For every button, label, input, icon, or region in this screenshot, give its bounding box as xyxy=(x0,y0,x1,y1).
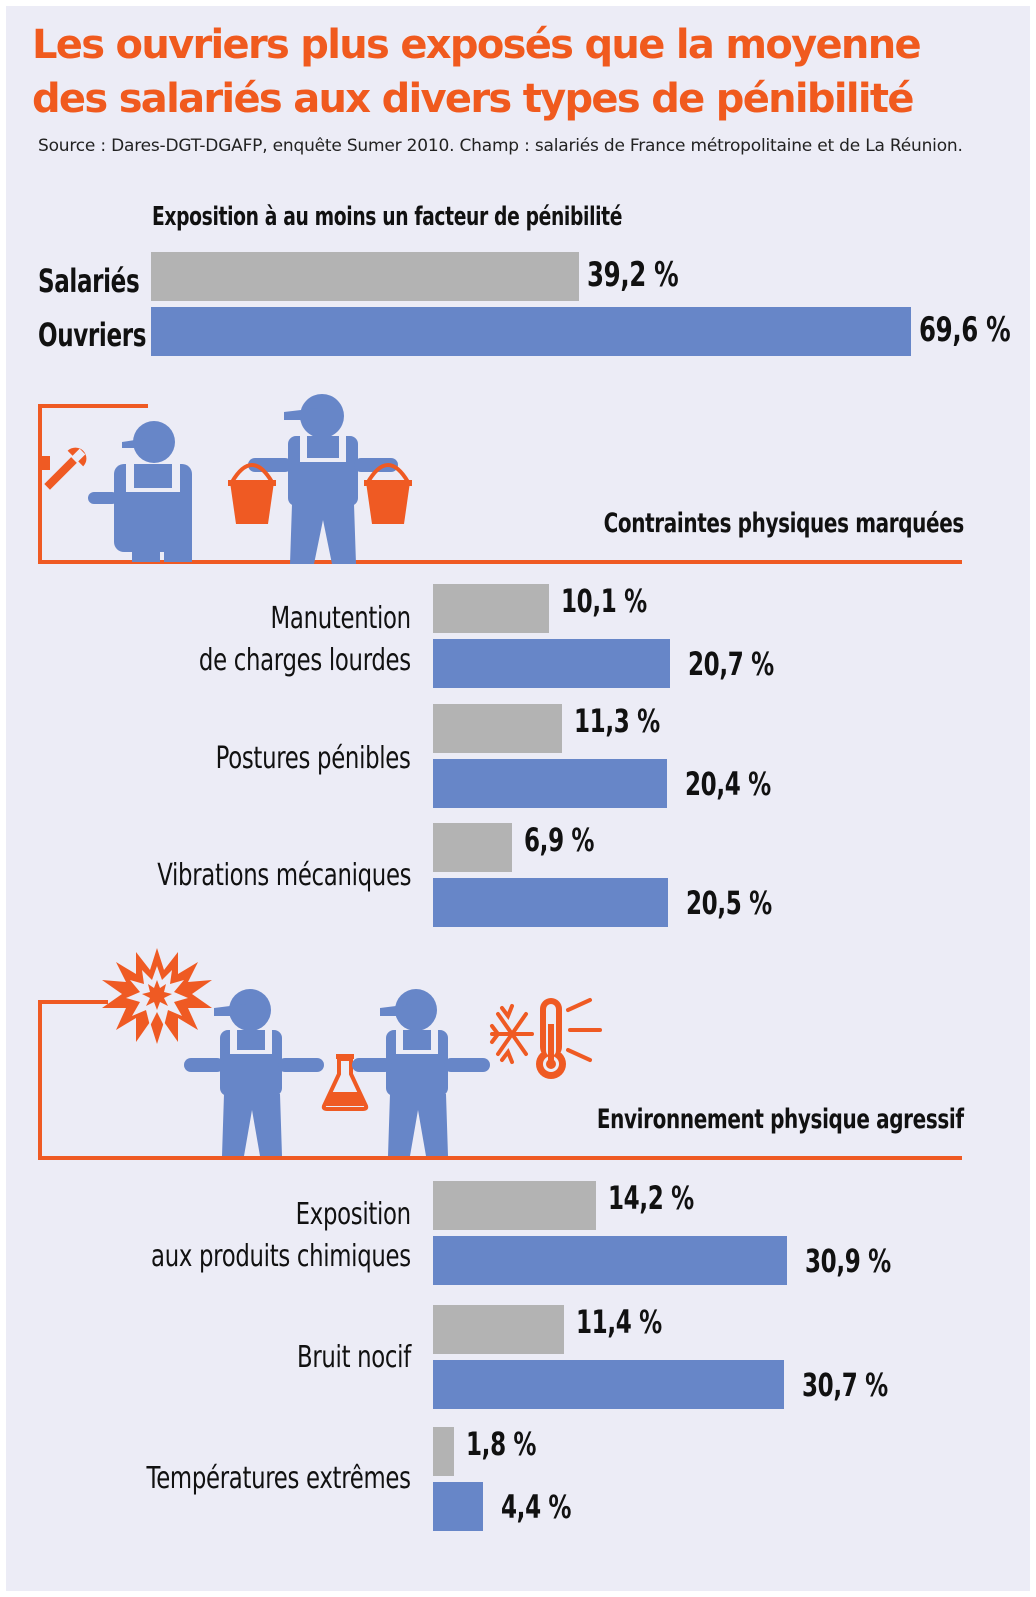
bar-salaries-produits-chimiques xyxy=(433,1181,596,1230)
category-label-postures-line-1: Postures pénibles xyxy=(215,741,411,776)
category-label-bruit-nocif-line-1: Bruit nocif xyxy=(297,1340,411,1375)
cold-heat-thermometer-icon xyxy=(490,998,602,1079)
category-label-salaries: Salariés xyxy=(38,262,140,300)
title-line-1: Les ouvriers plus exposés que la moyenne xyxy=(32,22,922,68)
category-label-vibrations-line-1: Vibrations mécaniques xyxy=(156,858,411,893)
value-label-salaries-any-factor: 39,2 % xyxy=(587,255,679,295)
bar-ouvriers-any-factor xyxy=(151,307,911,356)
category-label-vibrations: Vibrations mécaniques xyxy=(157,855,411,897)
category-label-manutention: Manutention de charges lourdes xyxy=(199,598,411,682)
value-label-ouvriers-postures: 20,4 % xyxy=(684,765,771,803)
bar-salaries-bruit-nocif xyxy=(433,1305,564,1354)
category-label-produits-chimiques-line-2: aux produits chimiques xyxy=(151,1239,411,1274)
worker-with-wrench-icon xyxy=(38,421,192,562)
value-label-ouvriers-vibrations: 20,5 % xyxy=(685,884,772,922)
value-label-ouvriers-manutention: 20,7 % xyxy=(688,645,774,683)
value-label-ouvriers-temperatures: 4,4 % xyxy=(501,1488,572,1526)
chart-1-title: Exposition à au moins un facteur de péni… xyxy=(152,202,623,232)
source-note: Source : Dares-DGT-DGAFP, enquête Sumer … xyxy=(38,136,963,156)
section-2-title: Environnement physique agressif xyxy=(597,1104,964,1135)
category-label-temperatures: Températures extrêmes xyxy=(146,1458,412,1500)
category-label-bruit-nocif: Bruit nocif xyxy=(297,1337,411,1379)
value-label-ouvriers-bruit-nocif: 30,7 % xyxy=(802,1366,889,1404)
bar-ouvriers-produits-chimiques xyxy=(433,1236,787,1285)
value-label-salaries-bruit-nocif: 11,4 % xyxy=(575,1303,662,1341)
category-label-postures: Postures pénibles xyxy=(216,738,411,780)
bar-salaries-temperatures xyxy=(433,1427,454,1476)
section-1-frame-left xyxy=(38,404,42,564)
section-1-frame-top xyxy=(38,404,148,408)
worker-icon xyxy=(184,989,324,1156)
bar-ouvriers-postures xyxy=(433,759,667,808)
category-label-manutention-line-2: de charges lourdes xyxy=(199,643,411,678)
bar-salaries-any-factor xyxy=(151,252,580,301)
worker-carrying-buckets-icon xyxy=(228,394,412,564)
value-label-salaries-manutention: 10,1 % xyxy=(560,582,647,620)
bar-salaries-postures xyxy=(433,704,563,753)
section-2-frame-bottom xyxy=(38,1156,962,1160)
bar-salaries-manutention xyxy=(433,584,549,633)
bar-ouvriers-vibrations xyxy=(433,878,668,927)
worker-icon xyxy=(352,989,490,1156)
explosion-icon xyxy=(102,948,212,1044)
value-label-salaries-postures: 11,3 % xyxy=(574,702,661,740)
section-2-frame-top xyxy=(38,1000,108,1004)
category-label-temperatures-line-1: Températures extrêmes xyxy=(146,1461,412,1496)
category-label-manutention-line-1: Manutention xyxy=(270,601,412,636)
section-1-frame-bottom xyxy=(38,560,962,564)
bar-ouvriers-bruit-nocif xyxy=(433,1360,785,1409)
value-label-ouvriers-any-factor: 69,6 % xyxy=(919,310,1011,350)
bar-ouvriers-manutention xyxy=(433,639,670,688)
value-label-salaries-vibrations: 6,9 % xyxy=(524,821,595,859)
value-label-salaries-temperatures: 1,8 % xyxy=(465,1425,536,1463)
category-label-produits-chimiques: Exposition aux produits chimiques xyxy=(151,1194,411,1278)
value-label-salaries-produits-chimiques: 14,2 % xyxy=(607,1179,694,1217)
flask-icon xyxy=(321,1054,369,1111)
title-line-2: des salariés aux divers types de pénibil… xyxy=(32,76,914,122)
section-1-title: Contraintes physiques marquées xyxy=(603,508,965,539)
bar-ouvriers-temperatures xyxy=(433,1482,484,1531)
bar-salaries-vibrations xyxy=(433,823,512,872)
section-2-frame-left xyxy=(38,1000,42,1160)
category-label-produits-chimiques-line-1: Exposition xyxy=(295,1197,411,1232)
category-label-ouvriers: Ouvriers xyxy=(38,316,147,354)
value-label-ouvriers-produits-chimiques: 30,9 % xyxy=(804,1242,891,1280)
